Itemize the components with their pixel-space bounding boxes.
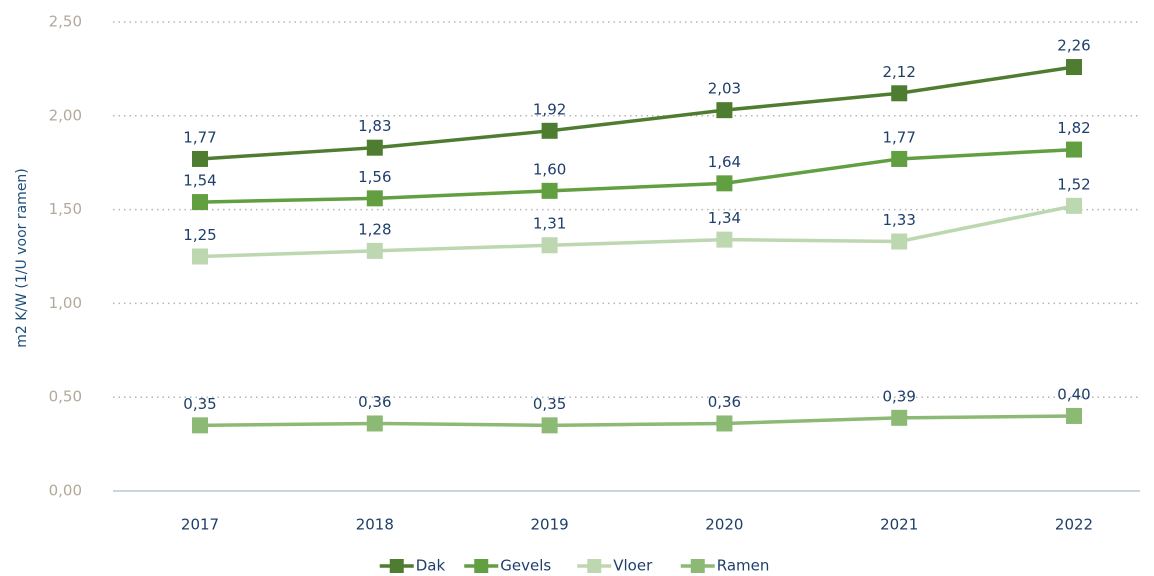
y-axis-label: m2 K/W (1/U voor ramen) bbox=[14, 168, 30, 348]
marker bbox=[192, 194, 208, 211]
data-label: 1,92 bbox=[533, 100, 566, 118]
x-tick-label: 2022 bbox=[1055, 516, 1093, 534]
data-label: 1,77 bbox=[183, 128, 216, 146]
y-tick-label: 0,50 bbox=[49, 388, 82, 406]
marker bbox=[366, 190, 383, 207]
legend-marker bbox=[587, 559, 602, 573]
data-label: 0,40 bbox=[1057, 385, 1090, 403]
legend-item: Ramen bbox=[680, 557, 770, 575]
marker bbox=[891, 85, 908, 102]
data-label: 0,35 bbox=[533, 395, 566, 413]
marker bbox=[192, 150, 208, 167]
series-line bbox=[199, 414, 1075, 428]
data-label: 1,82 bbox=[1057, 119, 1090, 137]
marker bbox=[541, 417, 558, 434]
data-label: 0,39 bbox=[882, 387, 915, 405]
legend-label: Ramen bbox=[717, 557, 770, 575]
legend-item: Gevels bbox=[464, 557, 551, 575]
marker bbox=[716, 231, 733, 248]
data-label: 1,34 bbox=[708, 209, 741, 227]
marker bbox=[541, 237, 558, 254]
marker bbox=[891, 233, 908, 250]
marker bbox=[1066, 197, 1082, 214]
data-label: 0,36 bbox=[708, 393, 741, 411]
x-tick-label: 2020 bbox=[705, 516, 743, 534]
y-tick-label: 2,50 bbox=[49, 13, 82, 31]
legend-item: Vloer bbox=[577, 557, 653, 575]
x-tick-label: 2018 bbox=[356, 516, 394, 534]
data-label: 1,52 bbox=[1057, 175, 1090, 193]
legend-marker bbox=[474, 559, 489, 573]
data-label: 1,64 bbox=[708, 153, 741, 171]
data-label: 1,28 bbox=[358, 220, 391, 238]
data-label: 1,31 bbox=[533, 215, 566, 233]
data-label: 1,54 bbox=[183, 172, 216, 190]
legend-marker bbox=[690, 559, 705, 573]
x-tick-label: 2019 bbox=[531, 516, 569, 534]
marker bbox=[1066, 407, 1082, 424]
marker bbox=[716, 175, 733, 192]
marker bbox=[366, 415, 383, 432]
legend-label: Dak bbox=[416, 557, 446, 575]
data-label: 1,60 bbox=[533, 160, 566, 178]
data-label: 1,77 bbox=[882, 128, 915, 146]
series-line bbox=[199, 204, 1075, 259]
marker bbox=[1066, 141, 1082, 158]
marker bbox=[716, 415, 733, 432]
y-tick-label: 1,50 bbox=[49, 200, 82, 218]
marker bbox=[541, 182, 558, 199]
marker bbox=[891, 150, 908, 167]
data-label: 1,25 bbox=[183, 226, 216, 244]
data-label: 0,36 bbox=[358, 393, 391, 411]
x-tick-label: 2021 bbox=[880, 516, 918, 534]
data-label: 2,26 bbox=[1057, 37, 1090, 55]
y-tick-label: 2,00 bbox=[49, 106, 82, 124]
legend: Dak Gevels Vloer Ramen bbox=[379, 557, 770, 575]
marker bbox=[366, 242, 383, 259]
legend-marker bbox=[389, 559, 404, 573]
series-line bbox=[199, 147, 1075, 204]
legend-item: Dak bbox=[379, 557, 446, 575]
legend-label: Vloer bbox=[613, 557, 653, 575]
marker bbox=[1066, 59, 1082, 76]
marker bbox=[541, 122, 558, 139]
marker bbox=[891, 409, 908, 426]
data-label: 2,12 bbox=[882, 63, 915, 81]
y-tick-label: 0,00 bbox=[49, 482, 82, 500]
marker bbox=[716, 102, 733, 119]
x-tick-label: 2017 bbox=[181, 516, 219, 534]
data-label: 1,33 bbox=[882, 211, 915, 229]
data-label: 1,56 bbox=[358, 168, 391, 186]
series-line bbox=[199, 65, 1075, 161]
marker bbox=[366, 139, 383, 156]
marker bbox=[192, 248, 208, 265]
legend-label: Gevels bbox=[500, 557, 551, 575]
data-label: 0,35 bbox=[183, 395, 216, 413]
data-label: 2,03 bbox=[708, 80, 741, 98]
marker bbox=[192, 417, 208, 434]
y-tick-label: 1,00 bbox=[49, 294, 82, 312]
data-label: 1,83 bbox=[358, 117, 391, 135]
